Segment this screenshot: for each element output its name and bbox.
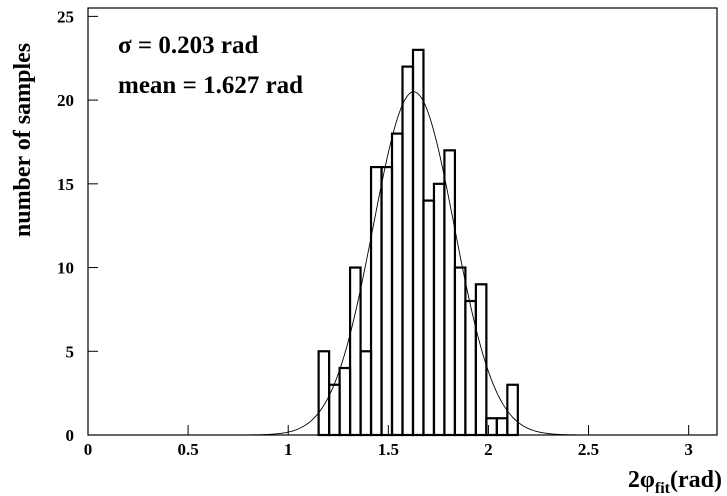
x-tick-label: 1.5 [378, 440, 399, 459]
fit-curve [88, 91, 717, 436]
bar [443, 149, 457, 437]
y-tick-label: 0 [66, 426, 75, 445]
y-tick-label: 10 [57, 259, 74, 278]
bar [506, 383, 519, 437]
y-tick-label: 5 [66, 342, 75, 361]
bar [411, 48, 425, 437]
x-label-sub: fit [655, 480, 671, 496]
x-tick-label: 0 [84, 440, 93, 459]
bar [317, 350, 331, 437]
bar [432, 182, 446, 437]
bar [453, 266, 467, 437]
bar [474, 283, 488, 437]
x-axis-label: 2φfit(rad) [628, 467, 722, 496]
x-tick-label: 0.5 [177, 440, 198, 459]
bar [401, 65, 415, 437]
y-tick-label: 20 [57, 91, 74, 110]
bar [359, 350, 373, 437]
bar [495, 417, 509, 437]
bar [348, 266, 362, 437]
x-tick-label: 1 [284, 440, 293, 459]
x-tick-label: 2 [484, 440, 493, 459]
bar [422, 199, 436, 437]
bar [369, 165, 383, 437]
x-tick-label: 3 [684, 440, 693, 459]
annotation: mean = 1.627 rad [118, 72, 303, 99]
bar [390, 132, 404, 437]
annotation: σ = 0.203 rad [118, 32, 258, 59]
x-tick-label: 2.5 [578, 440, 599, 459]
y-tick-label: 25 [57, 7, 74, 26]
bar [338, 366, 352, 437]
y-tick-label: 15 [57, 175, 74, 194]
x-label-main: 2φ [628, 467, 655, 493]
x-label-unit: (rad) [670, 467, 722, 493]
y-axis-label: number of samples [10, 43, 36, 237]
bar [380, 165, 394, 437]
